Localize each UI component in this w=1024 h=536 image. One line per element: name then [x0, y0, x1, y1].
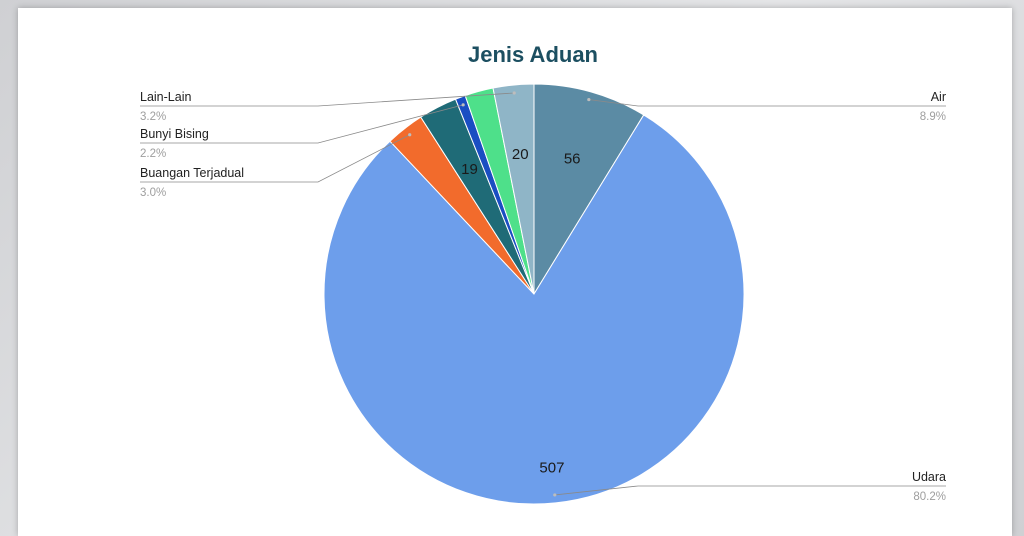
slice-value-label: 56	[564, 151, 581, 168]
pie-chart: Jenis Aduan 56 507 19 20 Air 8.9% Udara 80.2% B…	[140, 42, 946, 505]
slice-value-label: 507	[539, 459, 564, 476]
legend-label-air: Air	[931, 90, 946, 104]
legend-label-bunyi-bising: Bunyi Bising	[140, 127, 209, 141]
callout-line-bunyi-bising	[140, 104, 464, 144]
callout-anchor-dot	[408, 133, 412, 137]
callout-line-buangan-terjadual	[140, 134, 410, 183]
callout-line-lain-lain	[140, 92, 515, 107]
callout-anchor-dot	[512, 91, 516, 95]
pie-slice-air	[533, 83, 645, 296]
pie-slices	[323, 83, 745, 505]
callout-line-air	[588, 99, 946, 107]
callout-anchor-dot	[553, 493, 557, 497]
legend-percent-buangan-terjadual: 3.0%	[140, 187, 166, 199]
callout-anchor-dot	[587, 97, 591, 102]
legend-percent-lain-lain: 3.2%	[140, 111, 166, 123]
legend-label-udara: Udara	[912, 470, 946, 484]
slice-value-label: 19	[461, 161, 478, 178]
pie-slice-udara	[323, 114, 745, 505]
slice-value-label: 20	[512, 146, 529, 163]
legend-percent-air: 8.9%	[920, 111, 946, 123]
chart-card: Jenis Aduan 56 507 19 20 Air 8.9% Udara 80.2% B…	[18, 8, 1012, 536]
legend-percent-bunyi-bising: 2.2%	[140, 148, 166, 160]
callout-line-udara	[554, 485, 946, 496]
legend-label-lain-lain: Lain-Lain	[140, 90, 191, 104]
callout-anchor-dot	[461, 103, 465, 107]
legend-percent-udara: 80.2%	[913, 491, 946, 503]
legend-label-buangan-terjadual: Buangan Terjadual	[140, 166, 244, 180]
pie-slice-lain-lain	[492, 83, 535, 295]
chart-title: Jenis Aduan	[468, 42, 598, 67]
legend-callouts: Air 8.9% Udara 80.2% Buangan Terjadual 3.0% Bu…	[140, 90, 946, 503]
slice-value-labels: 56 507 19 20	[461, 146, 580, 476]
